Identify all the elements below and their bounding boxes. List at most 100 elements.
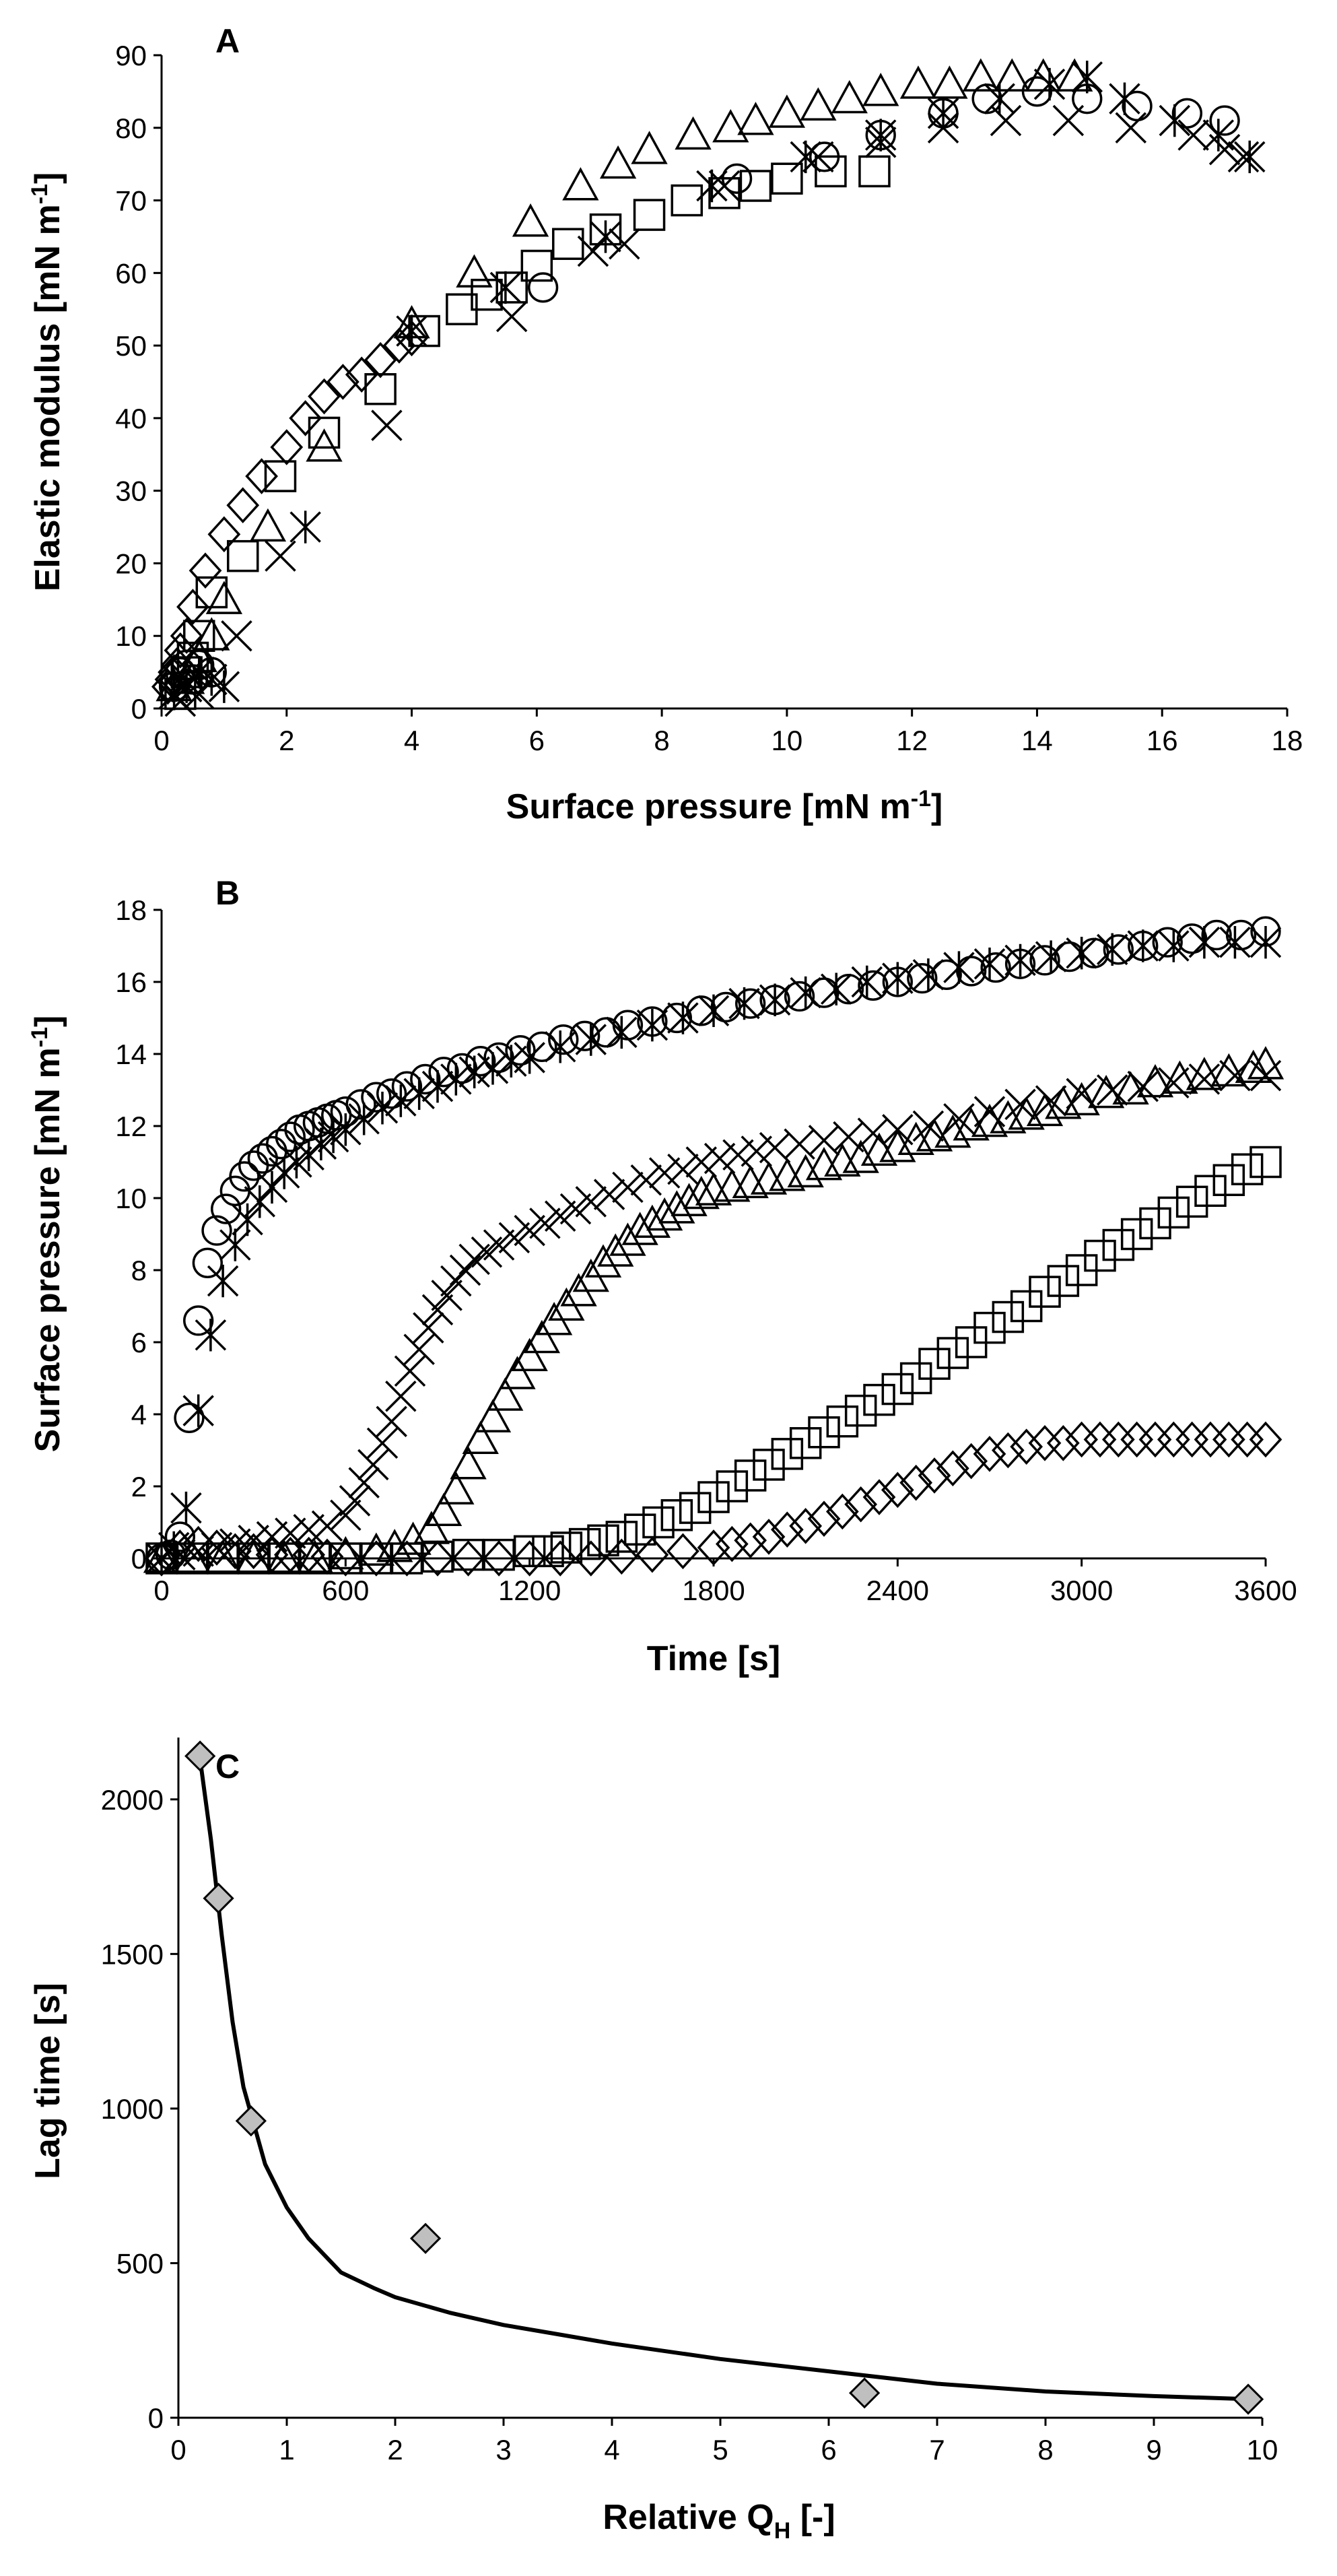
panel-a-square-point (739, 170, 772, 202)
panel-b-y-tick-label: 8 (131, 1255, 147, 1286)
panel-b-square-point (789, 1427, 822, 1459)
panel-b-cross-point (366, 1427, 399, 1459)
panel-a-cross-point (1115, 112, 1147, 144)
panel-a-cross-point (265, 540, 296, 572)
panel-b-series-triangle (143, 1046, 1284, 1573)
panel-a-y-label: Elastic modulus [mN m-1] (27, 172, 67, 592)
panel-a-cross-point (371, 409, 403, 441)
panel-b-square-point (605, 1521, 638, 1553)
panel-b-asterisk-point (1127, 929, 1159, 962)
panel-a-cross-point (1052, 104, 1085, 137)
panel-b-square-point (532, 1535, 564, 1568)
panel-a-x-tick-label: 2 (279, 725, 294, 756)
panel-a-triangle-point (675, 116, 712, 150)
panel-b-square-point (421, 1540, 454, 1573)
panel-c-x-tick-label: 3 (495, 2434, 511, 2466)
panel-b-diamond-point (881, 1472, 914, 1509)
panel-a-cross-point (990, 104, 1022, 137)
panel-b-square-point (1231, 1153, 1264, 1185)
panel-a-x-ticks: 0 2 4 6 8 10 12 14 16 18 (153, 708, 1303, 756)
panel-b-circle-point (1201, 919, 1232, 951)
panel-a-series-circle (158, 76, 1240, 702)
panel-b-circle-point (784, 981, 815, 1012)
panel-a-x-tick-label: 18 (1272, 725, 1303, 756)
panel-b-square-point (936, 1337, 969, 1369)
panel-b-y-label: Surface pressure [mN m-1] (27, 1016, 67, 1453)
panel-a-y-ticks: 0 10 20 30 40 50 60 70 80 90 (115, 40, 162, 725)
panel-b-x-ticks: 0 600 1200 1800 2400 3000 3600 (153, 1558, 1297, 1606)
panel-b-asterisk-point (195, 1319, 227, 1352)
panel-b-diamond-point (936, 1450, 969, 1487)
panel-b: B 0 600 1200 1800 2400 3000 3600 0 2 4 6 8 10 12 14 16… (27, 874, 1297, 1678)
panel-a-y-tick-label: 30 (115, 475, 147, 507)
panel-a-asterisk-point (1109, 82, 1140, 115)
panel-a-diamond-point (395, 320, 428, 357)
panel-b-diamond-point (697, 1529, 730, 1566)
panel-a-circle-point (1209, 105, 1240, 136)
panel-a-square-point (589, 213, 622, 246)
panel-b-square-point (679, 1492, 712, 1524)
panel-c-x-tick-label: 8 (1037, 2434, 1053, 2466)
panel-b-cross-point (943, 1103, 975, 1135)
panel-b-square-point (881, 1373, 914, 1406)
panel-b-triangle-point (450, 1446, 487, 1480)
panel-b-diamond-point (200, 1529, 234, 1566)
panel-b-square-point (1139, 1207, 1171, 1240)
panel-a-x-tick-label: 6 (529, 725, 545, 756)
panel-b-triangle-point (1026, 1092, 1064, 1127)
panel-b-diamond-point (1194, 1421, 1227, 1458)
panel-a-x-tick-label: 16 (1146, 725, 1178, 756)
panel-b-cross-point (544, 1200, 576, 1232)
panel-b-asterisk-point (219, 1228, 251, 1261)
panel-b-asterisk-point (973, 948, 1006, 981)
panel-b-asterisk-point (421, 1069, 454, 1103)
panel-b-diamond-point (844, 1486, 878, 1523)
panel-b-x-tick-label: 600 (322, 1575, 369, 1606)
panel-a: A 0 2 4 6 8 10 12 14 16 18 0 10 20 30 40 50 60 70 80 90 Su… (27, 22, 1303, 826)
panel-a-x-tick-label: 12 (896, 725, 928, 756)
panel-b-y-tick-label: 16 (115, 966, 147, 998)
panel-b-asterisk-point (256, 1170, 288, 1204)
panel-a-diamond-point (188, 552, 222, 589)
panel-c: C 0 1 2 3 4 5 6 7 8 9 10 0 500 1000 1500 2000 Relative… (28, 1738, 1278, 2544)
panel-a-asterisk-point (489, 271, 522, 304)
panel-b-cross-point (612, 1171, 644, 1203)
panel-b-triangle-point (523, 1319, 561, 1354)
panel-a-y-tick-label: 60 (115, 257, 147, 289)
panel-b-cross-point (498, 1222, 530, 1254)
panel-b-square-point (1029, 1276, 1061, 1308)
panel-b-diamond-point (752, 1519, 786, 1555)
panel-b-diamond-point (789, 1508, 823, 1544)
panel-a-square-point (308, 416, 341, 449)
panel-b-x-tick-label: 1200 (498, 1575, 561, 1606)
panel-b-cross-point (529, 1208, 561, 1239)
panel-b-x-tick-label: 0 (153, 1575, 169, 1606)
panel-b-cross-point (413, 1312, 444, 1344)
panel-b-asterisk-point (820, 972, 852, 1005)
panel-c-axes (177, 1738, 1262, 2419)
panel-b-circle-point (956, 956, 987, 987)
panel-b-asterisk-point (458, 1055, 490, 1088)
panel-b-cross-point (403, 1333, 435, 1365)
panel-b-circle-point (361, 1082, 392, 1113)
panel-a-triangle-point (1056, 58, 1093, 92)
panel-c-marks (184, 1740, 1264, 2415)
panel-b-square-point (734, 1459, 767, 1492)
panel-a-triangle-point (168, 661, 205, 694)
panel-b-triangle-point (671, 1183, 708, 1216)
panel-b-diamond-point (918, 1457, 951, 1494)
panel-b-square-point (550, 1531, 583, 1564)
panel-b-cross-point (145, 1542, 178, 1575)
panel-b-diamond-point (182, 1525, 215, 1562)
panel-b-square-point (826, 1405, 859, 1438)
panel-b-diamond-point (770, 1511, 804, 1548)
panel-b-letter: B (215, 874, 240, 912)
panel-b-circle-point (376, 1078, 407, 1109)
panel-c-x-tick-label: 6 (821, 2434, 836, 2466)
panel-b-asterisk-point (232, 1203, 263, 1236)
panel-c-y-tick-label: 2000 (101, 1784, 164, 1816)
panel-b-asterisk-point (170, 1491, 202, 1525)
panel-a-y-tick-label: 50 (115, 330, 147, 362)
panel-b-triangle-point (1210, 1053, 1247, 1087)
panel-b-square-point (568, 1527, 601, 1560)
